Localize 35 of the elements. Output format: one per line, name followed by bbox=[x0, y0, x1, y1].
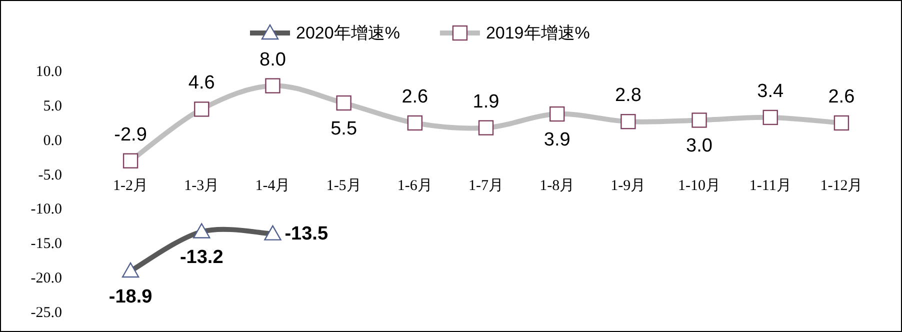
x-tick-label: 1-8月 bbox=[540, 178, 575, 194]
data-label: 4.6 bbox=[188, 72, 215, 94]
data-label: 2.6 bbox=[402, 86, 428, 108]
legend-label: 2019年增速% bbox=[486, 24, 590, 42]
data-label: 3.0 bbox=[686, 136, 712, 157]
x-tick-label: 1-10月 bbox=[678, 178, 721, 194]
y-tick-label: 10.0 bbox=[36, 64, 62, 80]
legend-label: 2020年增速% bbox=[296, 24, 400, 42]
data-label: 3.4 bbox=[757, 80, 784, 102]
data-label: 1.9 bbox=[472, 91, 500, 112]
x-tick-label: 1-3月 bbox=[184, 178, 220, 194]
y-tick-label: 0.0 bbox=[43, 132, 62, 149]
y-tick-label: -5.0 bbox=[38, 167, 62, 184]
data-label: -13.2 bbox=[180, 247, 224, 268]
x-tick-label: 1-5月 bbox=[326, 178, 362, 194]
y-tick-label: -20.0 bbox=[30, 270, 62, 287]
data-label: 2.6 bbox=[828, 86, 855, 108]
data-label: 3.9 bbox=[544, 130, 570, 151]
x-tick-label: 1-7月 bbox=[468, 178, 504, 194]
x-tick-label: 1-9月 bbox=[610, 178, 646, 194]
data-label: 8.0 bbox=[260, 49, 286, 70]
y-tick-label: -15.0 bbox=[30, 236, 62, 252]
x-tick-label: 1-6月 bbox=[397, 178, 432, 194]
data-label: -18.9 bbox=[108, 286, 152, 308]
data-label: 5.5 bbox=[330, 118, 358, 140]
data-label: -2.9 bbox=[114, 124, 147, 146]
y-tick-label: 5.0 bbox=[43, 98, 62, 114]
y-tick-label: -25.0 bbox=[30, 305, 62, 321]
data-label: -13.5 bbox=[284, 223, 328, 244]
y-tick-label: -10.0 bbox=[30, 202, 62, 218]
x-tick-label: 1-4月 bbox=[255, 178, 290, 194]
x-tick-label: 1-12月 bbox=[820, 178, 863, 194]
data-label: 2.8 bbox=[614, 85, 642, 106]
x-tick-label: 1-11月 bbox=[749, 178, 792, 194]
x-tick-label: 1-2月 bbox=[113, 178, 148, 194]
